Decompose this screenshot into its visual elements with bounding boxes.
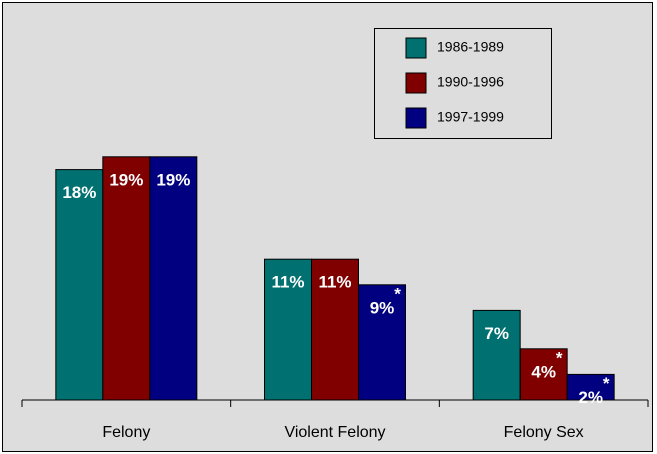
x-tick-label: Felony — [102, 424, 150, 441]
bar — [149, 156, 198, 401]
bar — [358, 284, 406, 401]
bar-annotation: * — [394, 284, 401, 303]
x-tick-label: Violent Felony — [284, 424, 385, 441]
bar-annotation: * — [603, 374, 610, 393]
legend-swatch — [405, 72, 427, 94]
legend-label: 1997-1999 — [437, 109, 504, 125]
x-tick-label: Felony Sex — [504, 424, 584, 441]
legend-box — [374, 28, 552, 139]
value-label: 11% — [271, 273, 304, 292]
legend-swatch — [405, 107, 427, 129]
value-label: 18% — [62, 183, 96, 202]
bar — [311, 258, 359, 401]
legend-label: 1986-1989 — [437, 39, 504, 55]
value-label: 4% — [531, 362, 556, 381]
value-label: 19% — [156, 170, 190, 189]
value-label: 2% — [578, 388, 603, 407]
value-label: 19% — [109, 170, 143, 189]
value-label: 11% — [318, 273, 351, 292]
value-label: 9% — [370, 298, 395, 317]
bar — [55, 169, 104, 401]
bar — [566, 373, 615, 401]
bar — [102, 156, 151, 401]
bar — [264, 258, 312, 401]
value-label: 7% — [484, 324, 509, 343]
bar-annotation: * — [556, 348, 563, 367]
legend-swatch — [405, 37, 427, 59]
legend-label: 1990-1996 — [437, 74, 504, 90]
bar — [472, 309, 521, 401]
